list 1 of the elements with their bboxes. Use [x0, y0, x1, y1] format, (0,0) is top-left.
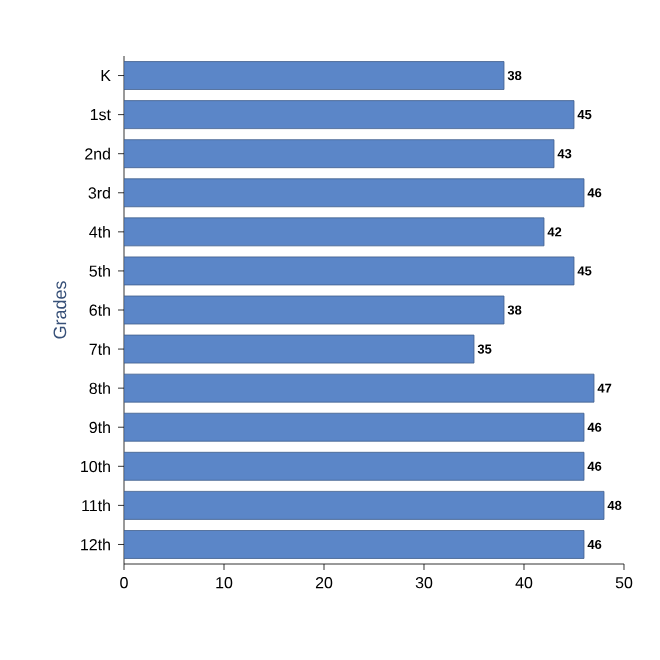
y-axis-title: Grades — [53, 281, 67, 339]
